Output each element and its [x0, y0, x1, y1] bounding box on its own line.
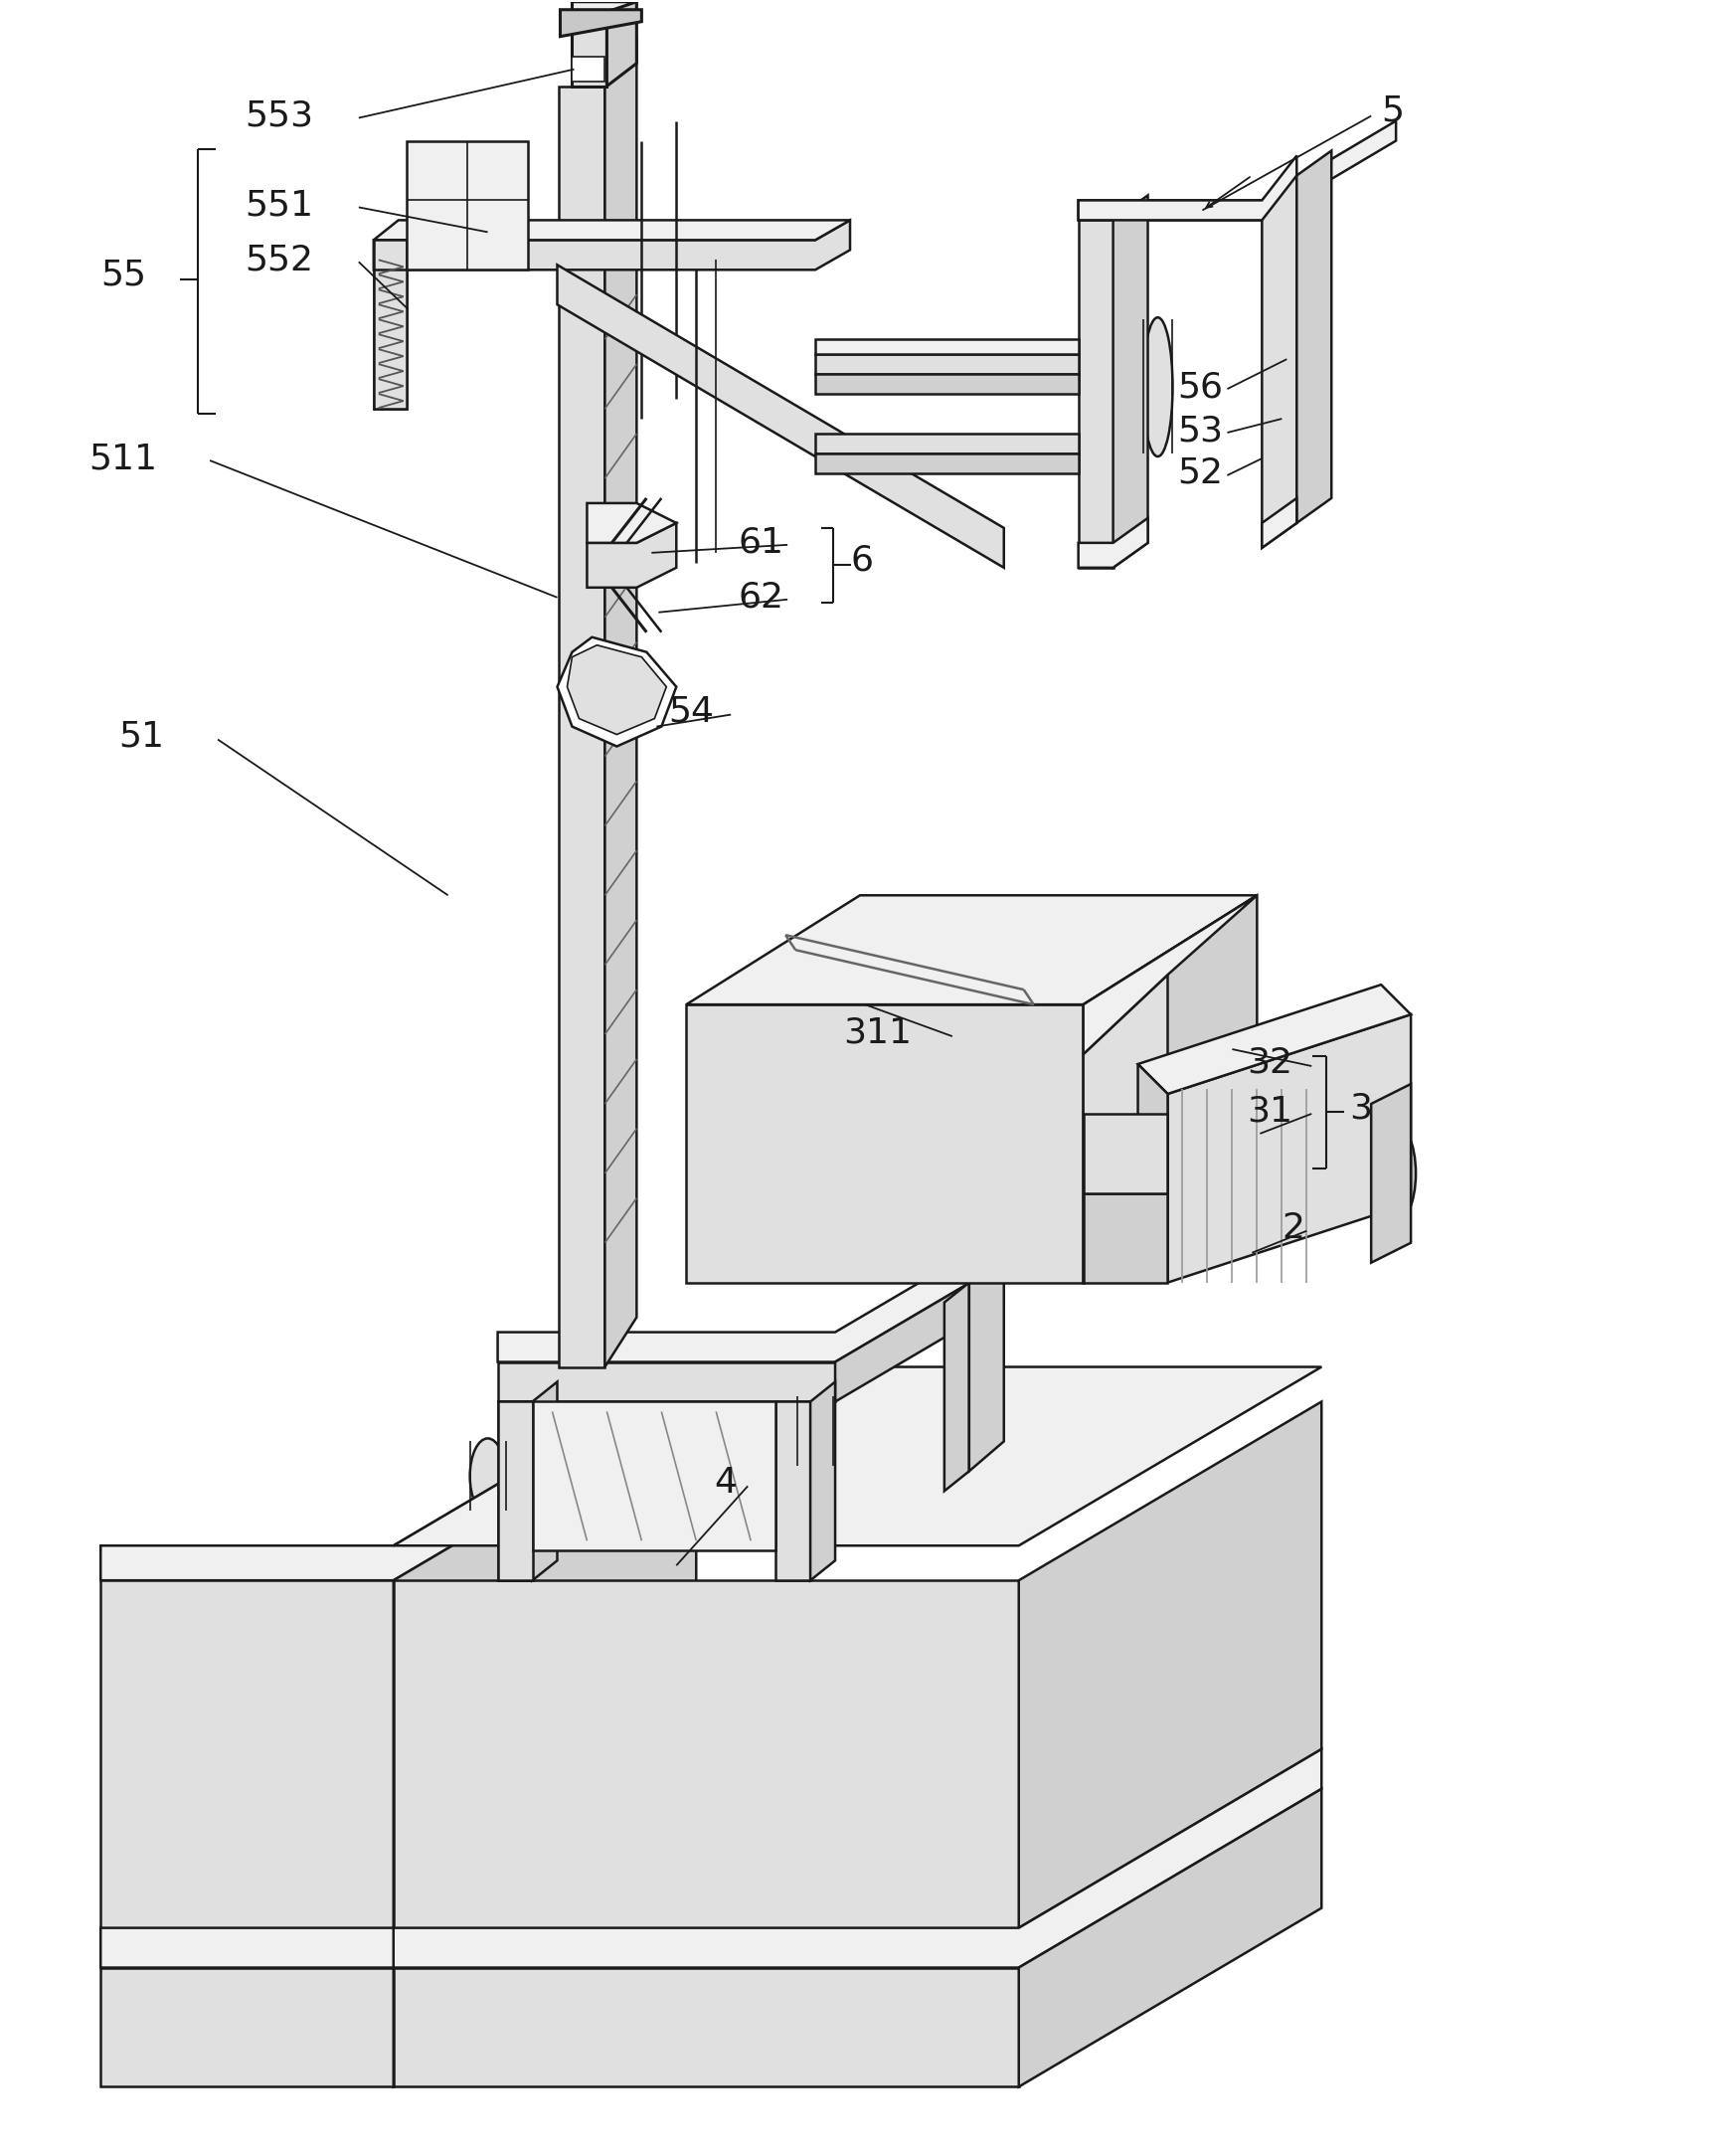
Polygon shape — [836, 1263, 1004, 1401]
Polygon shape — [815, 453, 1079, 474]
Polygon shape — [1079, 155, 1297, 220]
Polygon shape — [394, 1367, 1321, 1546]
Polygon shape — [810, 1382, 836, 1580]
Polygon shape — [560, 9, 642, 37]
Text: 61: 61 — [738, 526, 783, 561]
Text: 53: 53 — [1177, 414, 1223, 448]
Polygon shape — [498, 1401, 533, 1580]
Text: 32: 32 — [1247, 1046, 1293, 1078]
Polygon shape — [944, 1283, 970, 1492]
Text: 54: 54 — [668, 694, 714, 729]
Polygon shape — [101, 1968, 394, 2087]
Polygon shape — [567, 645, 666, 735]
Polygon shape — [687, 895, 1257, 1005]
Text: 56: 56 — [1177, 371, 1223, 403]
Polygon shape — [815, 433, 1079, 453]
Polygon shape — [1262, 175, 1297, 548]
Polygon shape — [394, 1789, 695, 2087]
Polygon shape — [1113, 196, 1148, 567]
Circle shape — [548, 1580, 567, 1600]
Text: 51: 51 — [118, 720, 164, 752]
Polygon shape — [373, 239, 406, 410]
Ellipse shape — [798, 1393, 833, 1468]
Polygon shape — [606, 2, 637, 86]
Polygon shape — [815, 354, 1079, 373]
Polygon shape — [1370, 1084, 1412, 1263]
Polygon shape — [815, 373, 1079, 395]
Polygon shape — [572, 56, 605, 82]
Polygon shape — [776, 1401, 810, 1580]
Polygon shape — [970, 1263, 1004, 1470]
Polygon shape — [1079, 220, 1113, 567]
Polygon shape — [101, 1367, 695, 1580]
Circle shape — [707, 1007, 725, 1022]
Polygon shape — [1079, 121, 1396, 220]
Text: 52: 52 — [1177, 457, 1223, 489]
Polygon shape — [1019, 1789, 1321, 2087]
Text: 553: 553 — [245, 99, 313, 134]
Ellipse shape — [601, 668, 625, 686]
Polygon shape — [373, 270, 406, 410]
Polygon shape — [533, 1401, 776, 1550]
Text: 511: 511 — [89, 442, 158, 474]
Polygon shape — [101, 1580, 394, 1927]
Polygon shape — [394, 1968, 1019, 2087]
Polygon shape — [1262, 498, 1297, 548]
Polygon shape — [498, 1401, 533, 1580]
Polygon shape — [557, 265, 1004, 567]
Text: 31: 31 — [1247, 1095, 1293, 1128]
Polygon shape — [498, 1233, 1004, 1363]
Ellipse shape — [601, 699, 625, 714]
Polygon shape — [572, 2, 637, 24]
Polygon shape — [1079, 517, 1148, 567]
Text: 3: 3 — [1350, 1091, 1372, 1125]
Text: 55: 55 — [101, 259, 146, 291]
Polygon shape — [588, 502, 677, 543]
Ellipse shape — [1367, 1119, 1417, 1229]
Polygon shape — [1019, 1401, 1321, 1927]
Ellipse shape — [1143, 317, 1173, 457]
Polygon shape — [1083, 895, 1257, 1283]
Polygon shape — [1137, 985, 1412, 1093]
Circle shape — [856, 977, 874, 992]
Text: 62: 62 — [738, 580, 783, 614]
Polygon shape — [406, 140, 528, 270]
Polygon shape — [1083, 1192, 1168, 1283]
Polygon shape — [1168, 1015, 1412, 1283]
Text: 5: 5 — [1381, 95, 1405, 127]
Polygon shape — [558, 86, 605, 1367]
Polygon shape — [1083, 975, 1168, 1283]
Polygon shape — [533, 1382, 557, 1580]
Polygon shape — [394, 1401, 695, 1927]
Polygon shape — [394, 1580, 1019, 1927]
Text: 311: 311 — [843, 1015, 911, 1050]
Circle shape — [588, 9, 606, 26]
Polygon shape — [1083, 895, 1257, 1054]
Ellipse shape — [601, 638, 625, 655]
Text: 551: 551 — [245, 188, 313, 222]
Polygon shape — [815, 338, 1079, 354]
Polygon shape — [101, 1749, 695, 1968]
Polygon shape — [1297, 151, 1331, 524]
Ellipse shape — [469, 1438, 505, 1514]
Polygon shape — [588, 524, 677, 589]
Polygon shape — [394, 1749, 1321, 1968]
Ellipse shape — [1379, 1145, 1403, 1201]
Polygon shape — [572, 24, 606, 86]
Text: 4: 4 — [714, 1466, 737, 1501]
Text: 2: 2 — [1281, 1212, 1305, 1244]
Polygon shape — [1083, 1115, 1168, 1192]
Polygon shape — [605, 37, 637, 1367]
Text: 6: 6 — [850, 543, 874, 578]
Circle shape — [1199, 938, 1215, 953]
Polygon shape — [687, 1005, 1083, 1283]
Polygon shape — [373, 220, 850, 239]
Polygon shape — [373, 220, 850, 270]
Polygon shape — [557, 638, 677, 746]
Polygon shape — [498, 1363, 836, 1401]
Text: 552: 552 — [245, 244, 313, 276]
Polygon shape — [1137, 1065, 1168, 1283]
Circle shape — [1031, 957, 1047, 972]
